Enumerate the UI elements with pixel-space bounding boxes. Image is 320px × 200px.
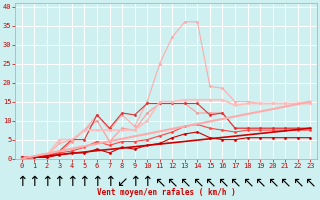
X-axis label: Vent moyen/en rafales ( km/h ): Vent moyen/en rafales ( km/h ) xyxy=(97,188,236,197)
